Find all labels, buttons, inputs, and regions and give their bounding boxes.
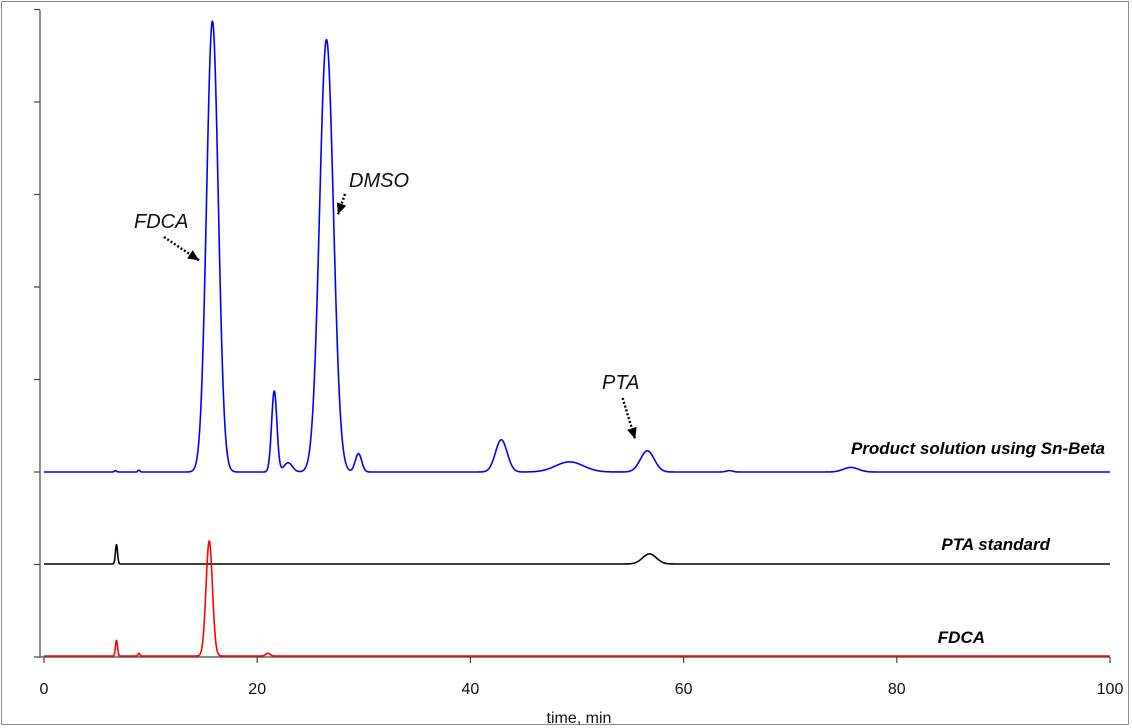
trace-fdca — [43, 540, 1111, 657]
annotation-arrow-pta — [621, 397, 637, 440]
annotation-arrowhead-pta — [627, 426, 637, 439]
axes: 0 20 40 60 80 100 time, min — [34, 8, 1124, 726]
x-tick-label: 80 — [888, 681, 906, 698]
x-axis-ticks — [43, 657, 1111, 663]
trace-label-fdca: FDCA — [938, 628, 985, 647]
x-axis-title: time, min — [547, 710, 612, 726]
traces — [43, 20, 1111, 657]
x-tick-label: 0 — [40, 681, 49, 698]
annotation-arrow-fdca — [163, 236, 200, 262]
x-tick-label: 40 — [462, 681, 480, 698]
x-tick-label: 20 — [248, 681, 266, 698]
annotation-arrowhead-dmso — [336, 202, 347, 215]
x-tick-label: 100 — [1097, 681, 1124, 698]
y-axis-ticks — [34, 8, 40, 658]
trace-label-pta-standard: PTA standard — [941, 535, 1050, 554]
trace-product-solution — [43, 20, 1111, 473]
trace-labels: Product solution using Sn-Beta PTA stand… — [851, 439, 1105, 647]
annotation-arrowhead-fdca — [187, 250, 200, 261]
annotation-fdca: FDCA — [134, 211, 188, 233]
trace-pta-standard — [43, 543, 1111, 565]
x-tick-label: 60 — [675, 681, 693, 698]
trace-label-product: Product solution using Sn-Beta — [851, 439, 1105, 458]
x-axis-tick-labels: 0 20 40 60 80 100 — [40, 681, 1124, 698]
annotation-pta: PTA — [602, 372, 639, 394]
annotations: FDCA DMSO PTA — [134, 170, 639, 440]
annotation-dmso: DMSO — [349, 170, 409, 192]
